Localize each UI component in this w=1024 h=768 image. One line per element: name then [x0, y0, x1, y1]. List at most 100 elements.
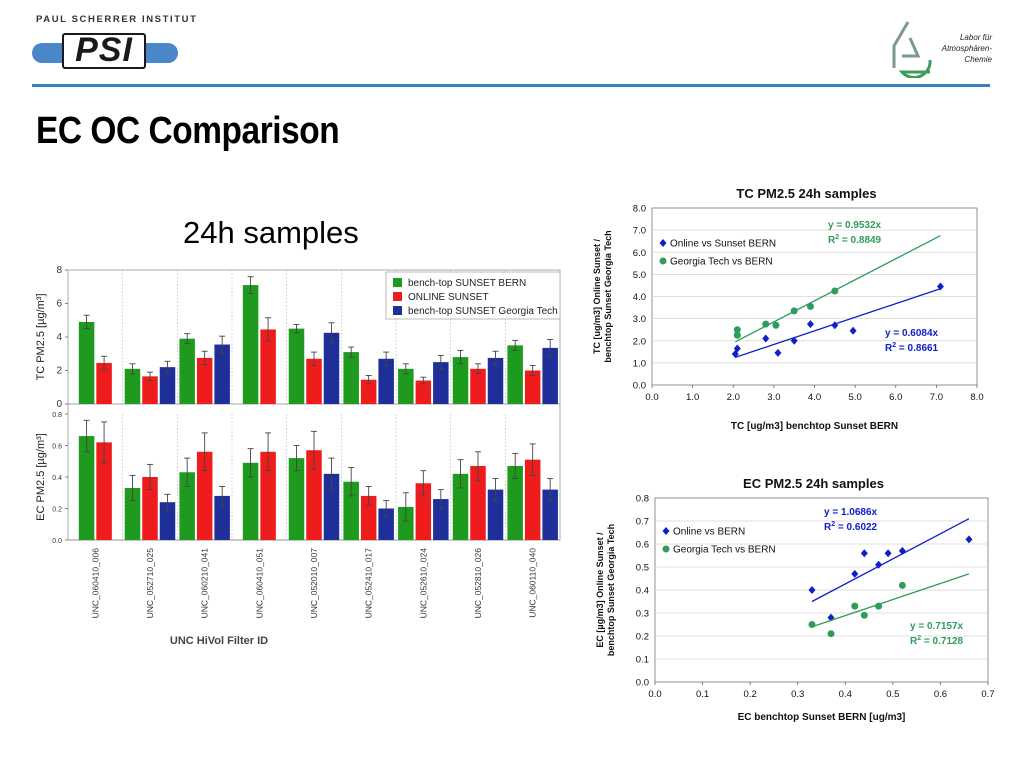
bar-bench-top-sunset-bern	[78, 436, 95, 540]
tc-x-tick-label: 3.0	[767, 392, 780, 403]
tc-y-tick-label: 5.0	[633, 270, 646, 281]
ec-legend-label: Online vs BERN	[673, 527, 745, 538]
ec-y-tick-label: 0.0	[636, 678, 649, 689]
lab-name: Labor für Atmosphären- Chemie	[920, 32, 992, 65]
bar-bench-top-sunset-georgia-tech	[542, 489, 558, 540]
bar-online-sunset	[260, 329, 276, 404]
lab-name-line2: Atmosphären-	[941, 44, 992, 53]
bar-bench-top-sunset-bern	[452, 473, 469, 540]
bar-bench-top-sunset-bern	[343, 481, 359, 540]
ec-x-tick-label: 0.7	[981, 689, 994, 700]
bar-category-label: UNC_060210_041	[200, 548, 210, 619]
tc-scatter-chart: TC PM2.5 24h samples 0.0 1.0 2.0 3.0 4.0 5.0 6.…	[592, 186, 984, 432]
ec-y-axis-label-line1: EC [µg/m3] Online Sunset /	[595, 532, 605, 648]
tc-point-circle	[831, 287, 839, 295]
bar-bench-top-sunset-bern	[242, 285, 259, 404]
ec-y-tick-label: 0.4	[636, 586, 649, 597]
ec-x-tick-label: 0.6	[934, 689, 947, 700]
tc-point-diamond	[774, 348, 782, 357]
tc-point-circle	[733, 326, 741, 334]
bar-online-sunset	[470, 465, 486, 540]
tc-x-tick-label: 7.0	[930, 392, 943, 403]
bar-bench-top-sunset-georgia-tech	[487, 357, 504, 404]
bar-online-sunset	[260, 451, 276, 540]
tc-point-circle	[762, 320, 770, 328]
bar-category-label: UNC_060410_051	[254, 548, 264, 619]
bar-bench-top-sunset-georgia-tech	[214, 344, 230, 404]
bar-legend-swatch	[393, 306, 402, 315]
ec-point-diamond	[965, 535, 973, 544]
tc-title: TC PM2.5 24h samples	[736, 186, 876, 201]
ec-title: EC PM2.5 24h samples	[743, 476, 884, 491]
bar-online-sunset	[142, 376, 158, 404]
bar-y-tick-label: 4	[56, 332, 62, 343]
ec-legend-marker	[662, 527, 670, 535]
tc-x-tick-label: 1.0	[686, 392, 699, 403]
bar-bench-top-sunset-bern	[78, 321, 95, 404]
ec-x-tick-label: 0.2	[744, 689, 757, 700]
tc-point-diamond	[849, 326, 857, 335]
tc-trendline	[735, 288, 941, 358]
bar-online-sunset	[96, 362, 112, 404]
bar-bench-top-sunset-georgia-tech	[433, 362, 449, 404]
bar-online-sunset	[306, 450, 322, 540]
header-divider	[32, 84, 990, 87]
ec-point-diamond	[898, 546, 906, 555]
institute-name: PAUL SCHERRER INSTITUT	[36, 14, 198, 25]
bar-bench-top-sunset-bern	[242, 462, 259, 540]
bar-y-axis-label: EC PM2.5 [µg/m³]	[35, 433, 47, 521]
bar-category-label: UNC_052410_017	[364, 548, 374, 619]
bar-bench-top-sunset-georgia-tech	[378, 508, 394, 540]
ec-y-tick-label: 0.3	[636, 609, 649, 620]
tc-y-tick-label: 0.0	[633, 381, 646, 392]
bar-bench-top-sunset-bern	[452, 357, 469, 404]
ec-x-tick-label: 0.5	[886, 689, 899, 700]
ec-trendline	[811, 573, 970, 628]
bar-bench-top-sunset-bern	[288, 458, 305, 540]
ec-r-squared: R2 = 0.6022	[824, 521, 878, 533]
bar-x-axis-label: UNC HiVol Filter ID	[170, 635, 268, 647]
tc-x-tick-label: 6.0	[889, 392, 902, 403]
bar-y-tick-label: 0.4	[52, 475, 62, 482]
bar-category-label: UNC_060110_040	[528, 548, 538, 618]
bar-bench-top-sunset-bern	[124, 488, 141, 540]
tc-y-tick-label: 8.0	[633, 204, 646, 215]
ec-y-tick-label: 0.5	[636, 563, 649, 574]
bar-y-tick-label: 0.0	[52, 538, 62, 545]
lac-logo-icon	[892, 21, 932, 78]
ec-x-tick-label: 0.0	[648, 689, 661, 700]
tc-r-squared: R2 = 0.8849	[828, 234, 882, 246]
ec-y-tick-label: 0.7	[636, 517, 649, 528]
bar-online-sunset	[360, 495, 377, 540]
tc-y-tick-label: 6.0	[633, 248, 646, 259]
tc-point-diamond	[790, 336, 798, 345]
bar-online-sunset	[196, 357, 213, 404]
lab-name-line3: Chemie	[964, 55, 992, 64]
tc-x-axis-label: TC [ug/m3] benchtop Sunset BERN	[731, 421, 898, 432]
ec-point-diamond	[875, 560, 883, 569]
bar-bench-top-sunset-bern	[124, 368, 141, 404]
tc-equation: y = 0.9532x	[828, 220, 882, 231]
psi-logo-box	[62, 33, 146, 69]
bar-online-sunset	[415, 483, 432, 540]
tc-point-diamond	[762, 334, 770, 343]
bar-category-label: UNC_052010_007	[309, 548, 319, 619]
bar-bench-top-sunset-bern	[179, 472, 195, 540]
tc-x-tick-label: 2.0	[727, 392, 740, 403]
bar-bench-top-sunset-georgia-tech	[542, 347, 558, 404]
bar-bench-top-sunset-bern	[288, 328, 305, 404]
tc-x-tick-label: 5.0	[849, 392, 862, 403]
bar-category-label: UNC_052710_025	[145, 548, 155, 619]
bar-bench-top-sunset-bern	[343, 352, 359, 404]
tc-x-tick-label: 4.0	[808, 392, 821, 403]
ec-x-axis-label: EC benchtop Sunset BERN [ug/m3]	[738, 712, 906, 723]
bar-legend-swatch	[393, 292, 402, 301]
bar-bench-top-sunset-georgia-tech	[378, 358, 394, 404]
slide-title: EC OC Comparison	[36, 110, 340, 152]
tc-y-axis-label-line1: TC [ug/m3] Online Sunset /	[592, 239, 602, 355]
bar-bench-top-sunset-bern	[179, 338, 195, 404]
bar-chart: 0 2 4 6 8 TC PM2.5 [µg/m³] 0.0 0.2 0.4 0.6 0.8 EC P…	[35, 265, 561, 647]
bar-legend: bench-top SUNSET BERN ONLINE SUNSET bench-…	[385, 271, 561, 320]
ec-x-tick-label: 0.3	[791, 689, 804, 700]
ec-r-squared: R2 = 0.7128	[910, 635, 964, 647]
